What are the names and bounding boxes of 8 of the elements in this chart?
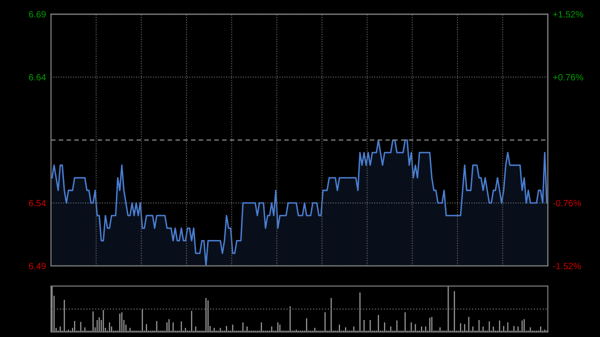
- y2-tick-label: -0.76%: [553, 200, 581, 206]
- y2-tick-label: +1.52%: [553, 11, 584, 18]
- y2-tick-label: -1.52%: [553, 262, 581, 270]
- y-tick-label: 6.69: [29, 11, 46, 18]
- y2-tick-label: +0.76%: [553, 74, 584, 80]
- y-tick-label: 6.64: [29, 74, 46, 80]
- y-tick-label: 6.49: [29, 262, 46, 270]
- y-tick-label: 6.54: [29, 200, 46, 206]
